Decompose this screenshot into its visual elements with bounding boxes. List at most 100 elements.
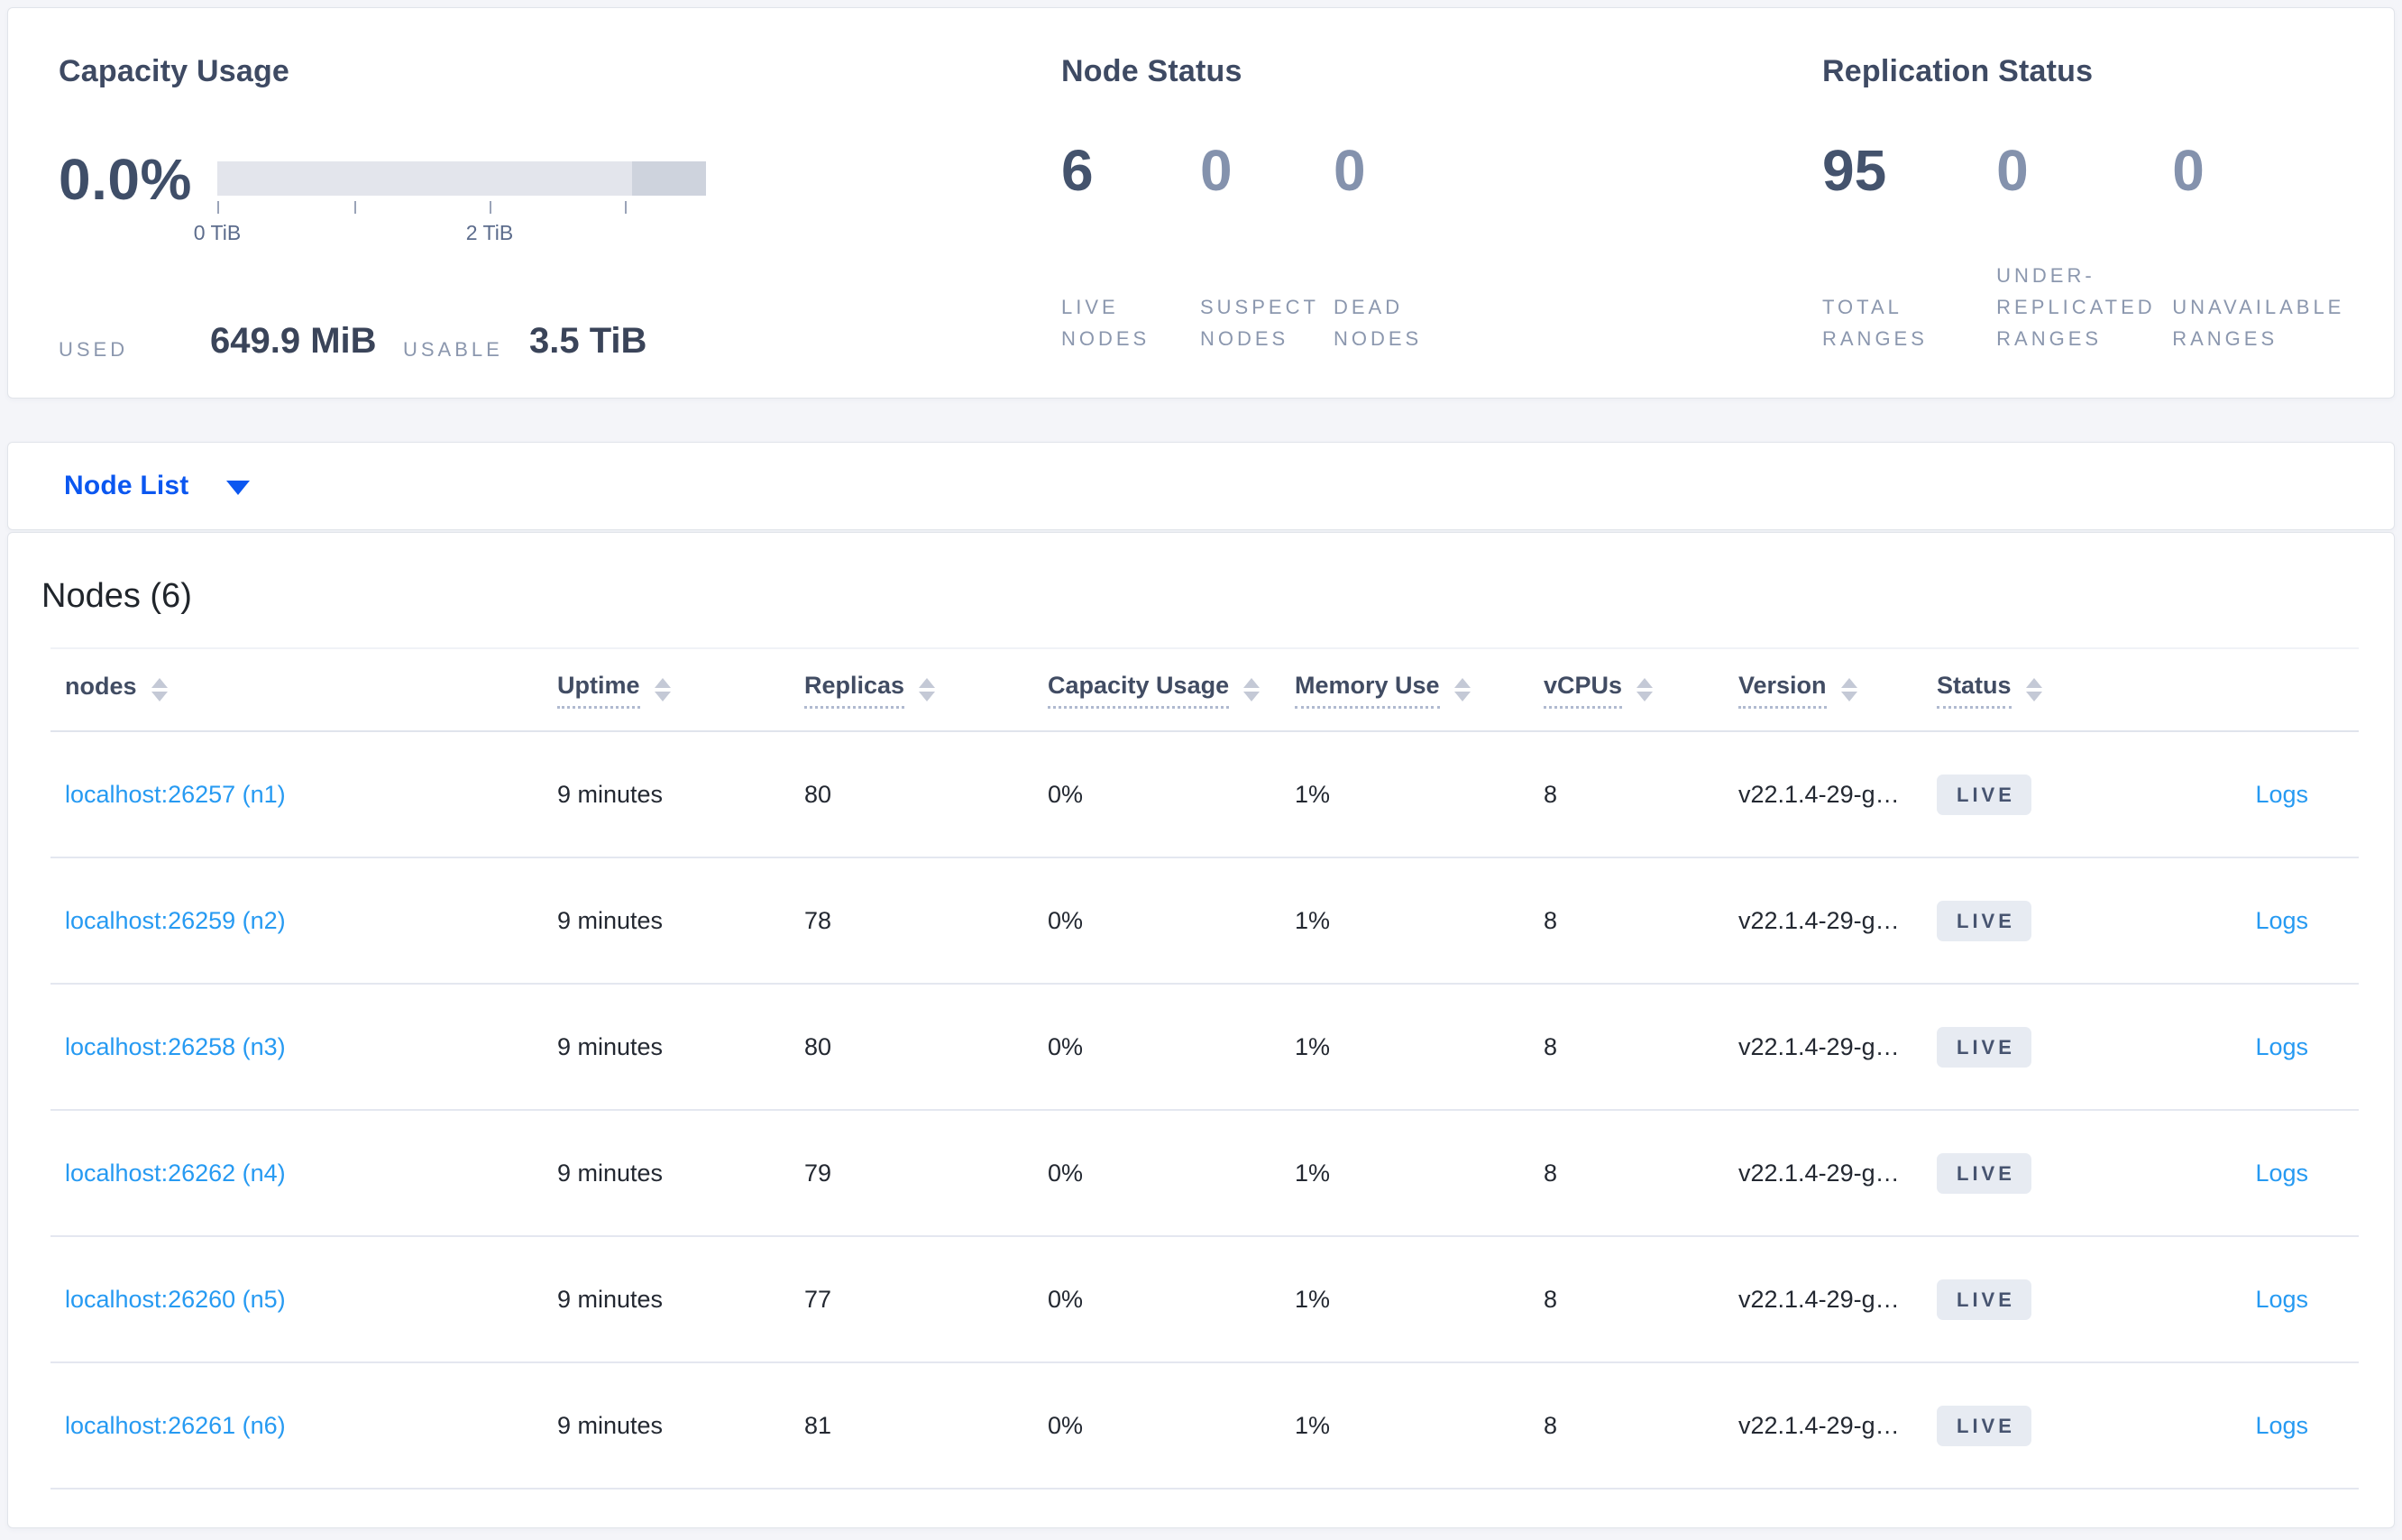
cell-replicas: 79 bbox=[804, 1159, 832, 1187]
header-cell-replicas[interactable]: Replicas bbox=[804, 672, 1048, 709]
cell-version: v22.1.4-29-g… bbox=[1738, 1032, 1900, 1060]
node-status-stat-label: SUSPECT NODES bbox=[1200, 296, 1319, 350]
replication-stat: 95 TOTAL RANGES bbox=[1822, 138, 1996, 354]
capacity-usage-breakdown: USED 649.9 MiB USABLE 3.5 TiB bbox=[59, 318, 1014, 362]
cell-status: LIVE bbox=[1937, 900, 2207, 941]
cell-logs: Logs bbox=[2207, 1033, 2359, 1061]
cell-vcpus: 8 bbox=[1544, 1159, 1558, 1187]
cell-logs: Logs bbox=[2207, 1286, 2359, 1314]
logs-link[interactable]: Logs bbox=[2255, 906, 2308, 934]
header-label-nodes: nodes bbox=[65, 673, 137, 700]
chevron-down-icon bbox=[226, 481, 251, 495]
cell-version: v22.1.4-29-g… bbox=[1738, 1285, 1900, 1313]
header-label-capacity-usage: Capacity Usage bbox=[1048, 672, 1230, 709]
cell-node: localhost:26261 (n6) bbox=[50, 1412, 557, 1440]
cell-replicas: 81 bbox=[804, 1411, 832, 1439]
logs-link[interactable]: Logs bbox=[2255, 780, 2308, 808]
node-link[interactable]: localhost:26258 (n3) bbox=[65, 1032, 286, 1060]
logs-link[interactable]: Logs bbox=[2255, 1411, 2308, 1439]
cell-replicas: 78 bbox=[804, 906, 832, 934]
header-cell-nodes[interactable]: nodes bbox=[50, 673, 557, 707]
capacity-gauge: 0 TiB 2 TiB bbox=[194, 161, 722, 244]
sort-icon bbox=[151, 678, 168, 701]
status-badge: LIVE bbox=[1937, 1152, 2031, 1194]
header-label-status: Status bbox=[1937, 672, 2012, 709]
cell-node: localhost:26257 (n1) bbox=[50, 781, 557, 809]
table-row: localhost:26262 (n4) 9 minutes 79 0% 1% 8 v22.… bbox=[50, 1111, 2359, 1237]
capacity-usage-section: Capacity Usage 0.0% 0 TiB 2 TiB USED 649… bbox=[59, 51, 1014, 367]
table-row: localhost:26258 (n3) 9 minutes 80 0% 1% 8 v22.… bbox=[50, 985, 2359, 1111]
header-cell-status[interactable]: Status bbox=[1937, 672, 2207, 709]
capacity-bar bbox=[217, 161, 706, 196]
node-status-stat-value: 0 bbox=[1334, 138, 1366, 203]
tick-label-2tib: 2 TiB bbox=[465, 221, 514, 244]
cell-memory-use: 1% bbox=[1295, 1032, 1331, 1060]
replication-status-title: Replication Status bbox=[1822, 54, 2094, 88]
cell-status: LIVE bbox=[1937, 774, 2207, 815]
used-value: 649.9 MiB bbox=[210, 321, 377, 361]
cell-logs: Logs bbox=[2207, 1160, 2359, 1187]
table-row: localhost:26260 (n5) 9 minutes 77 0% 1% 8 v22.… bbox=[50, 1237, 2359, 1363]
nodes-table: nodes Uptime Replicas Capacity Usage Memory … bbox=[50, 647, 2359, 1490]
node-status-stat-value: 0 bbox=[1200, 138, 1233, 203]
node-status-stat-value: 6 bbox=[1061, 138, 1094, 203]
header-cell-vcpus[interactable]: vCPUs bbox=[1544, 672, 1738, 709]
logs-link[interactable]: Logs bbox=[2255, 1159, 2308, 1187]
header-label-memory-use: Memory Use bbox=[1295, 672, 1440, 709]
node-status-stat-label: DEAD NODES bbox=[1334, 296, 1423, 350]
table-row: localhost:26257 (n1) 9 minutes 80 0% 1% 8 v22.… bbox=[50, 732, 2359, 858]
replication-stat-label: TOTAL RANGES bbox=[1822, 296, 1928, 350]
node-link[interactable]: localhost:26257 (n1) bbox=[65, 780, 286, 808]
replication-stat-label: UNDER- REPLICATED RANGES bbox=[1996, 264, 2156, 350]
cell-node: localhost:26259 (n2) bbox=[50, 907, 557, 935]
cell-vcpus: 8 bbox=[1544, 1285, 1558, 1313]
logs-link[interactable]: Logs bbox=[2255, 1285, 2308, 1313]
tick-label-0tib: 0 TiB bbox=[193, 221, 242, 244]
status-badge: LIVE bbox=[1937, 1279, 2031, 1320]
cell-logs: Logs bbox=[2207, 781, 2359, 809]
cell-uptime: 9 minutes bbox=[557, 1285, 664, 1313]
node-list-dropdown[interactable]: Node List bbox=[64, 471, 251, 501]
header-label-uptime: Uptime bbox=[557, 672, 640, 709]
cell-memory-use: 1% bbox=[1295, 1159, 1331, 1187]
cell-memory-use: 1% bbox=[1295, 1285, 1331, 1313]
table-row: localhost:26259 (n2) 9 minutes 78 0% 1% 8 v22.… bbox=[50, 858, 2359, 985]
cluster-summary-panel: Capacity Usage 0.0% 0 TiB 2 TiB USED 649… bbox=[7, 7, 2395, 399]
header-label-version: Version bbox=[1738, 672, 1827, 709]
used-label: USED bbox=[59, 338, 129, 361]
cell-uptime: 9 minutes bbox=[557, 906, 664, 934]
node-link[interactable]: localhost:26262 (n4) bbox=[65, 1159, 286, 1187]
sort-icon bbox=[1453, 678, 1471, 701]
node-link[interactable]: localhost:26259 (n2) bbox=[65, 906, 286, 934]
logs-link[interactable]: Logs bbox=[2255, 1032, 2308, 1060]
tick-mark bbox=[354, 201, 356, 214]
header-cell-uptime[interactable]: Uptime bbox=[557, 672, 804, 709]
node-list-dropdown-label: Node List bbox=[64, 471, 189, 500]
cell-vcpus: 8 bbox=[1544, 906, 1558, 934]
cell-memory-use: 1% bbox=[1295, 906, 1331, 934]
cell-uptime: 9 minutes bbox=[557, 1411, 664, 1439]
sort-icon bbox=[1840, 678, 1857, 701]
sort-icon bbox=[1636, 678, 1654, 701]
capacity-bar-used-segment bbox=[632, 161, 706, 196]
header-cell-memory-use[interactable]: Memory Use bbox=[1295, 672, 1544, 709]
sort-icon bbox=[654, 678, 671, 701]
cell-node: localhost:26258 (n3) bbox=[50, 1033, 557, 1061]
cell-replicas: 80 bbox=[804, 1032, 832, 1060]
node-status-stat-label: LIVE NODES bbox=[1061, 296, 1151, 350]
cell-version: v22.1.4-29-g… bbox=[1738, 906, 1900, 934]
cell-status: LIVE bbox=[1937, 1026, 2207, 1068]
node-link[interactable]: localhost:26260 (n5) bbox=[65, 1285, 286, 1313]
replication-status-section: Replication Status 95 TOTAL RANGES 0 UNDER- R… bbox=[1822, 51, 2381, 367]
cell-version: v22.1.4-29-g… bbox=[1738, 780, 1900, 808]
header-cell-capacity-usage[interactable]: Capacity Usage bbox=[1048, 672, 1295, 709]
cell-capacity-usage: 0% bbox=[1048, 1411, 1084, 1439]
view-selector-strip: Node List bbox=[7, 442, 2395, 530]
cell-capacity-usage: 0% bbox=[1048, 1032, 1084, 1060]
node-link[interactable]: localhost:26261 (n6) bbox=[65, 1411, 286, 1439]
cell-capacity-usage: 0% bbox=[1048, 906, 1084, 934]
replication-stat-value: 95 bbox=[1822, 138, 1887, 203]
cell-capacity-usage: 0% bbox=[1048, 1159, 1084, 1187]
node-status-section: Node Status 6 LIVE NODES 0 SUSPECT NODES 0 DEAD… bbox=[1061, 51, 1765, 367]
header-cell-version[interactable]: Version bbox=[1738, 672, 1937, 709]
